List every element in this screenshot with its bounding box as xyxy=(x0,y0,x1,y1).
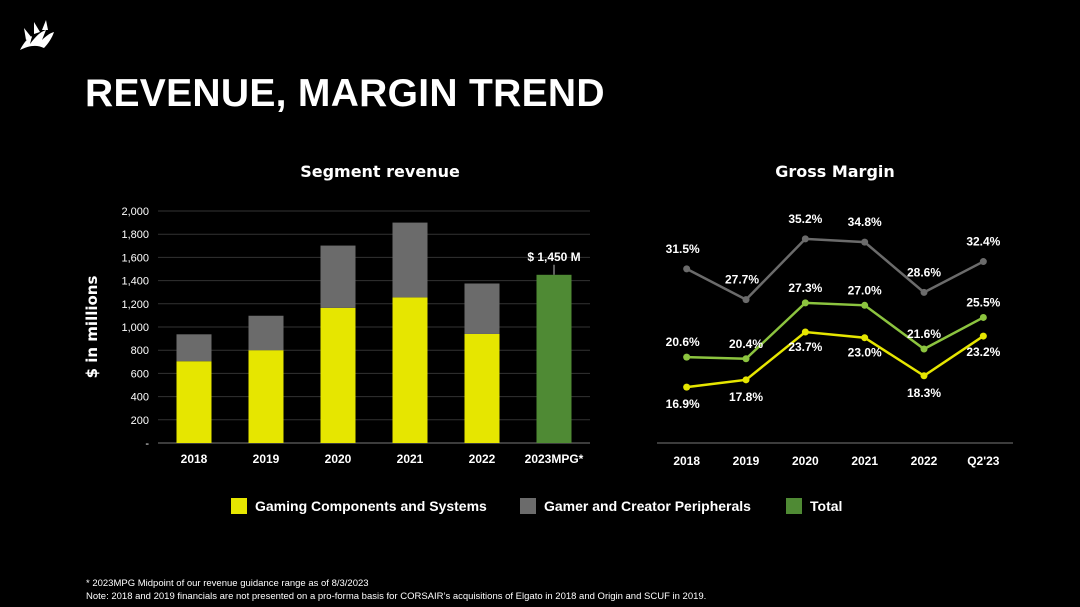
y-tick-label: 1,000 xyxy=(121,322,149,334)
x-tick-label: 2023MPG* xyxy=(525,452,584,466)
y-tick-label: 400 xyxy=(131,392,149,404)
data-label-total: 20.6% xyxy=(666,335,700,349)
point-total-Q2'23 xyxy=(979,313,987,321)
x-tick-label: 2022 xyxy=(469,452,496,466)
y-tick-label: - xyxy=(145,438,149,450)
bar-gamer-2021 xyxy=(392,222,428,298)
legend-item-peripherals: Gamer and Creator Peripherals xyxy=(520,498,751,514)
bar-gamer-2022 xyxy=(464,283,500,334)
point-total-2022 xyxy=(920,345,928,353)
data-label-gaming: 23.0% xyxy=(848,346,882,360)
data-label-gaming: 18.3% xyxy=(907,386,941,400)
point-gaming-2020 xyxy=(801,328,809,336)
legend-label-gaming: Gaming Components and Systems xyxy=(255,498,487,514)
data-label-total: 27.3% xyxy=(788,281,822,295)
bar-gamer-2020 xyxy=(320,245,356,308)
y-tick-label: 800 xyxy=(131,345,149,357)
data-label-gaming: 16.9% xyxy=(666,397,700,411)
point-gamer-2019 xyxy=(742,296,750,304)
data-label-gaming: 23.2% xyxy=(966,345,1000,359)
data-label-total: 27.0% xyxy=(848,283,882,297)
gross-margin-title: Gross Margin xyxy=(775,162,895,181)
point-gaming-2021 xyxy=(861,334,869,342)
data-label-gamer: 31.5% xyxy=(666,242,700,256)
x-tick-label: Q2'23 xyxy=(967,454,1000,468)
point-total-2020 xyxy=(801,299,809,307)
bar-gaming-2019 xyxy=(248,350,284,443)
point-gamer-Q2'23 xyxy=(979,258,987,266)
legend-label-peripherals: Gamer and Creator Peripherals xyxy=(544,498,751,514)
footnote-note: Note: 2018 and 2019 financials are not p… xyxy=(86,591,707,602)
page-title: REVENUE, MARGIN TREND xyxy=(85,72,605,115)
line-gaming xyxy=(686,330,985,389)
bar-gamer-2019 xyxy=(248,315,284,351)
point-gaming-2022 xyxy=(920,372,928,380)
line-gamer xyxy=(686,237,984,302)
y-tick-label: 1,600 xyxy=(121,252,149,264)
legend-swatch-peripherals xyxy=(520,498,536,514)
y-axis-label: $ in millions xyxy=(83,276,101,379)
bar-gaming-2022 xyxy=(464,333,500,443)
point-gaming-2018 xyxy=(683,383,691,391)
point-gamer-2021 xyxy=(861,238,869,246)
data-label-gamer: 34.8% xyxy=(848,215,882,229)
total-annotation: $ 1,450 M xyxy=(527,250,580,264)
line-total xyxy=(686,301,984,361)
bar-gaming-2021 xyxy=(392,297,428,443)
point-gamer-2018 xyxy=(683,265,691,273)
point-total-2019 xyxy=(742,355,750,363)
x-tick-label: 2020 xyxy=(325,452,352,466)
data-label-gamer: 27.7% xyxy=(725,273,759,287)
bar-gaming-2018 xyxy=(176,361,212,443)
x-tick-label: 2018 xyxy=(673,454,700,468)
corsair-logo-icon xyxy=(20,20,54,50)
data-label-gaming: 23.7% xyxy=(788,340,822,354)
point-total-2021 xyxy=(861,301,869,309)
point-gaming-Q2'23 xyxy=(979,332,987,340)
x-tick-label: 2022 xyxy=(911,454,938,468)
data-label-gamer: 35.2% xyxy=(788,212,822,226)
x-tick-label: 2019 xyxy=(733,454,760,468)
bar-total-2023MPG* xyxy=(536,274,572,443)
y-tick-label: 1,400 xyxy=(121,276,149,288)
x-tick-label: 2021 xyxy=(397,452,424,466)
y-tick-label: 1,200 xyxy=(121,299,149,311)
bar-gaming-2020 xyxy=(320,307,356,443)
x-tick-label: 2018 xyxy=(181,452,208,466)
legend-swatch-total xyxy=(786,498,802,514)
bar-gamer-2018 xyxy=(176,334,212,362)
x-tick-label: 2021 xyxy=(851,454,878,468)
legend-item-gaming: Gaming Components and Systems xyxy=(231,498,487,514)
data-label-gamer: 28.6% xyxy=(907,265,941,279)
legend-swatch-gaming xyxy=(231,498,247,514)
point-gamer-2022 xyxy=(920,288,928,296)
data-label-total: 20.4% xyxy=(729,337,763,351)
y-tick-label: 1,800 xyxy=(121,229,149,241)
data-label-total: 21.6% xyxy=(907,327,941,341)
y-tick-label: 600 xyxy=(131,368,149,380)
point-total-2018 xyxy=(683,353,691,361)
y-tick-label: 2,000 xyxy=(121,206,149,218)
data-label-gamer: 32.4% xyxy=(966,235,1000,249)
y-tick-label: 200 xyxy=(131,415,149,427)
footnote-guidance: * 2023MPG Midpoint of our revenue guidan… xyxy=(86,578,369,589)
point-gaming-2019 xyxy=(742,376,750,384)
legend-label-total: Total xyxy=(810,498,843,514)
data-label-gaming: 17.8% xyxy=(729,390,763,404)
x-tick-label: 2019 xyxy=(253,452,280,466)
segment-revenue-title: Segment revenue xyxy=(300,162,460,181)
x-tick-label: 2020 xyxy=(792,454,819,468)
legend-item-total: Total xyxy=(786,498,842,514)
data-label-total: 25.5% xyxy=(966,295,1000,309)
point-gamer-2020 xyxy=(801,235,809,243)
